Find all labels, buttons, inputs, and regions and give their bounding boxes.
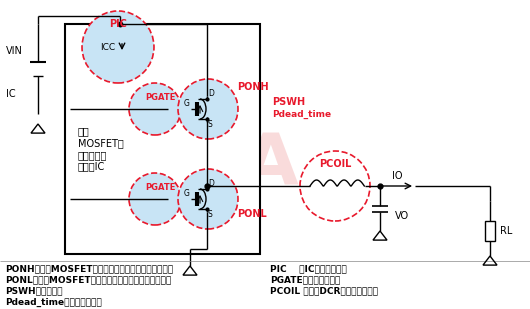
Text: 内置
MOSFET的
同步整流型
转换器IC: 内置 MOSFET的 同步整流型 转换器IC <box>78 127 123 171</box>
Text: D: D <box>208 179 214 188</box>
Bar <box>65 24 260 254</box>
Text: PGATE：栅极电荷损耗: PGATE：栅极电荷损耗 <box>270 276 340 285</box>
Circle shape <box>300 151 370 221</box>
Text: IC: IC <box>6 89 15 99</box>
Text: PCOIL ：电感DCR带来的传导损耗: PCOIL ：电感DCR带来的传导损耗 <box>270 286 378 295</box>
Text: PSWH: PSWH <box>272 97 305 107</box>
Text: Pdead_time：死区时间损耗: Pdead_time：死区时间损耗 <box>5 298 102 307</box>
Text: S: S <box>208 120 213 129</box>
Text: PONL：低边MOSFET导通时的导通电阻带来的传导损耗: PONL：低边MOSFET导通时的导通电阻带来的传导损耗 <box>5 276 171 285</box>
Bar <box>485 221 495 241</box>
Text: G: G <box>184 99 190 108</box>
Circle shape <box>82 11 154 83</box>
Text: PCOIL: PCOIL <box>319 159 351 169</box>
Circle shape <box>129 173 181 225</box>
Text: PGATE: PGATE <box>145 183 175 192</box>
Text: PSWH：开关损耗: PSWH：开关损耗 <box>5 286 63 295</box>
Text: PIC    ：IC自身功率损耗: PIC ：IC自身功率损耗 <box>270 265 347 273</box>
Text: VO: VO <box>395 211 409 221</box>
Text: PONL: PONL <box>237 209 267 219</box>
Text: G: G <box>184 189 190 198</box>
Text: PGATE: PGATE <box>145 92 175 101</box>
Text: PONH：高边MOSFET导通时的导通电阻带来的传导损耗: PONH：高边MOSFET导通时的导通电阻带来的传导损耗 <box>5 265 173 273</box>
Text: PONH: PONH <box>237 82 269 92</box>
Text: PIC: PIC <box>109 19 127 29</box>
Text: KIA: KIA <box>161 129 299 198</box>
Text: VIN: VIN <box>6 46 23 56</box>
Circle shape <box>178 79 238 139</box>
Circle shape <box>129 83 181 135</box>
Text: D: D <box>208 89 214 98</box>
Text: Pdead_time: Pdead_time <box>272 109 331 119</box>
Circle shape <box>178 169 238 229</box>
Text: RL: RL <box>500 226 513 236</box>
Text: S: S <box>208 210 213 219</box>
Text: ICC: ICC <box>100 44 115 53</box>
Text: IO: IO <box>392 171 402 181</box>
